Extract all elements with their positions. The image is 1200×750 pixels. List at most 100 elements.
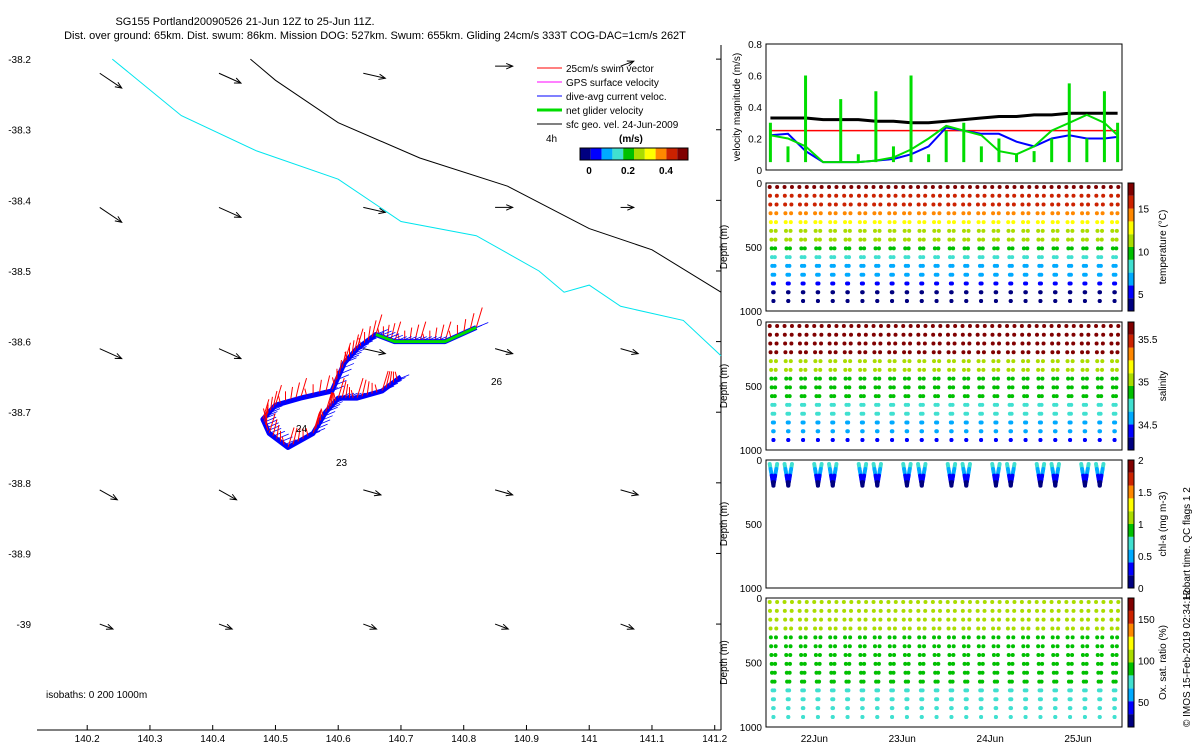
- temperature-panel-dive-2-pt-2b: [804, 202, 809, 207]
- oxygen-panel-dive-16-pt-7a: [1007, 661, 1012, 666]
- salinity-panel-dive-12-pt-4b: [951, 359, 956, 364]
- oxygen-panel-dive-16-pt-12b: [1009, 706, 1014, 711]
- oxygen-panel-dive-16-pt-0b: [1012, 600, 1017, 604]
- oxygen-panel-dive-19-pt-2a: [1050, 617, 1055, 622]
- oxygen-panel-dive-22-pt-6a: [1095, 653, 1100, 658]
- salinity-panel-dive-8-pt-1b: [893, 332, 898, 337]
- temperature-panel-dive-7-pt-3b: [878, 211, 883, 216]
- temperature-panel-cbar-tick-1: 10: [1138, 247, 1150, 258]
- oxygen-panel-dive-5-pt-3b: [848, 626, 853, 631]
- temperature-panel-dive-14-pt-0a: [975, 185, 980, 189]
- salinity-panel-dive-0-pt-0b: [775, 324, 780, 328]
- temperature-panel-dive-5-pt-1a: [842, 193, 847, 198]
- temperature-panel-dive-7-pt-0b: [878, 185, 883, 189]
- temperature-panel-dive-15-pt-8b: [995, 255, 1000, 260]
- salinity-panel-dive-9-pt-6a: [902, 376, 907, 381]
- swim-vector-10-1: [263, 404, 269, 423]
- temperature-panel-dive-13-pt-4a: [961, 220, 966, 225]
- salinity-panel-dive-7-pt-1a: [871, 332, 876, 337]
- salinity-panel-dive-23-pt-5a: [1110, 367, 1115, 372]
- temperature-panel-dive-20-pt-1a: [1064, 193, 1069, 198]
- temperature-panel-dive-13-pt-8a: [962, 255, 967, 260]
- oxygen-panel-dive-21-pt-4b: [1085, 635, 1090, 640]
- salinity-panel-dive-7-pt-3a: [872, 350, 877, 355]
- temperature-panel-dive-21-pt-0b: [1086, 185, 1091, 189]
- temperature-panel-dive-9-pt-6b: [906, 237, 911, 242]
- swim-vector-6-1: [341, 351, 347, 369]
- salinity-panel-dive-14-pt-0a: [975, 324, 980, 328]
- salinity-panel-dive-13-pt-6b: [966, 376, 971, 381]
- geo-vector-18-head: [505, 490, 514, 497]
- oxygen-panel-dive-10-pt-8b: [921, 670, 926, 675]
- salinity-panel-dive-20-pt-4b: [1070, 359, 1075, 364]
- oxygen-panel-dive-15-pt-3b: [996, 626, 1001, 631]
- swim-vector-9-0: [274, 385, 282, 406]
- salinity-panel-dive-22-pt-6a: [1095, 376, 1100, 381]
- velocity-frame: [765, 43, 1123, 171]
- salinity-panel-dive-20-pt-3b: [1070, 350, 1075, 355]
- oxygen-panel-dive-17-pt-5a: [1021, 644, 1026, 649]
- temperature-panel-dive-14-pt-1b: [982, 193, 987, 198]
- swim-vector-17-2: [389, 371, 393, 386]
- salinity-panel-dive-16-pt-11b: [1009, 420, 1014, 425]
- temperature-panel-dive-4-pt-9b: [831, 263, 836, 268]
- salinity-panel-dive-23-pt-4b: [1115, 359, 1120, 364]
- oxygen-panel-dive-18-pt-7a: [1036, 661, 1041, 666]
- oxygen-panel-dive-20-pt-2b: [1071, 617, 1076, 622]
- map-axes: 140.2 140.3 140.4 140.5 140.6 140.7 140.8 140.9…: [8, 45, 728, 745]
- temperature-panel-dive-6-pt-3b: [863, 211, 868, 216]
- temperature-panel-dive-2-pt-0a: [797, 185, 802, 189]
- salinity-panel-dive-15-pt-9b: [995, 402, 1000, 407]
- temperature-panel-dive-2-pt-3b: [803, 211, 808, 216]
- temperature-panel-dive-18-pt-12b: [1038, 290, 1043, 295]
- oxygen-panel-dive-17-pt-3a: [1020, 626, 1025, 631]
- temperature-panel-dive-22-pt-2b: [1100, 202, 1105, 207]
- geo-vector-4-head: [626, 60, 635, 67]
- geo-vector-18-shaft: [494, 489, 513, 496]
- oxygen-panel-dive-17-pt-8b: [1025, 670, 1030, 675]
- legend-net: net glider velocity: [566, 106, 643, 117]
- temperature-panel-dive-2-pt-2a: [797, 202, 802, 207]
- oxygen-panel-dive-4-pt-7b: [832, 661, 837, 666]
- salinity-panel-dive-4-pt-7b: [832, 385, 837, 390]
- salinity-panel-dive-12-pt-11b: [949, 420, 954, 425]
- oxygen-panel-frame: [765, 597, 1123, 728]
- oxygen-panel-dive-19-pt-6a: [1051, 653, 1056, 658]
- temperature-panel-dive-8-pt-12b: [890, 290, 895, 295]
- geo-vector-6: [218, 206, 243, 218]
- salinity-panel-dive-9-pt-11b: [905, 420, 910, 425]
- temperature-panel-dive-10-pt-4b: [922, 220, 927, 225]
- temperature-panel-dive-7-pt-1a: [871, 193, 876, 198]
- temperature-panel-dive-18-pt-0a: [1034, 185, 1039, 189]
- oxygen-panel-dive-4-pt-13b: [830, 714, 835, 719]
- temperature-panel-dive-21-pt-13b: [1082, 299, 1087, 303]
- salinity-panel-dive-15-pt-8b: [995, 394, 1000, 399]
- salinity-panel-dive-11-pt-8b: [936, 394, 941, 399]
- salinity-panel-dive-17-pt-2a: [1020, 341, 1025, 346]
- salinity-panel-dive-17-pt-1a: [1020, 332, 1025, 337]
- temperature-panel-dive-10-pt-4a: [917, 220, 922, 225]
- temperature-panel-dive-6-pt-2a: [857, 202, 862, 207]
- oxygen-panel-cbar-tick-2: 150: [1138, 615, 1155, 626]
- temperature-panel-dive-21-pt-7b: [1084, 246, 1089, 251]
- temperature-panel-dive-15-pt-7a: [992, 246, 997, 251]
- temperature-panel-cbar-bin-1: [1128, 285, 1134, 299]
- geo-vector-12: [363, 348, 387, 356]
- salinity-panel-dive-5-pt-0b: [849, 324, 854, 328]
- swim-vector-11-4: [281, 436, 285, 445]
- temperature-panel-dive-3-pt-1b: [819, 193, 824, 198]
- dac-vector-7-1: [325, 387, 338, 393]
- oxygen-panel-dive-10-pt-3b: [922, 626, 927, 631]
- temperature-panel-dive-6-pt-6a: [858, 237, 863, 242]
- salinity-panel-dive-4-pt-4a: [828, 359, 833, 364]
- salinity-panel-dive-1-pt-13b: [786, 438, 791, 442]
- salinity-panel-dive-22-pt-2b: [1100, 341, 1105, 346]
- temperature-panel-dive-17-pt-12b: [1023, 290, 1028, 295]
- geo-vector-6-shaft: [218, 206, 242, 218]
- temperature-panel-dive-18-pt-11b: [1038, 281, 1043, 286]
- oxygen-panel-dive-17-pt-2b: [1026, 617, 1031, 622]
- temperature-panel-dive-18-pt-1b: [1041, 193, 1046, 198]
- temperature-panel-dive-3-pt-8a: [814, 255, 819, 260]
- salinity-panel-dive-4-pt-1b: [834, 332, 839, 337]
